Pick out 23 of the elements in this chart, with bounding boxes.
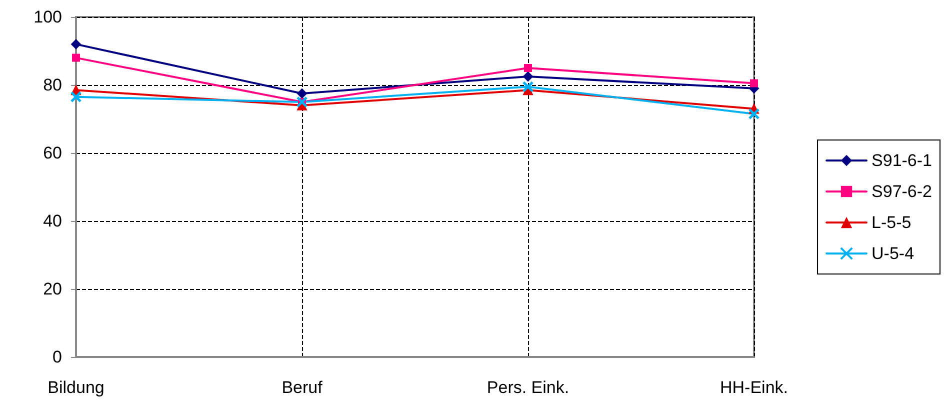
x-tick-label: Bildung — [48, 378, 104, 397]
legend-label: S97-6-2 — [872, 182, 932, 201]
point — [748, 108, 760, 120]
x-tick-label: Beruf — [282, 378, 323, 397]
point — [71, 39, 81, 50]
x-tick-label: HH-Eink. — [720, 378, 788, 397]
point — [72, 54, 80, 62]
y-tick-label: 20 — [43, 280, 62, 298]
legend-label: U-5-4 — [872, 244, 914, 263]
legend-label: L-5-5 — [872, 213, 912, 232]
point — [70, 91, 82, 103]
point — [524, 64, 532, 72]
y-tick-label: 60 — [43, 144, 62, 162]
point — [523, 72, 533, 82]
legend-label: S91-6-1 — [872, 151, 932, 170]
y-tick-label: 40 — [43, 212, 62, 230]
y-tick-label: 0 — [52, 348, 62, 366]
point — [522, 80, 534, 92]
point — [750, 79, 758, 88]
y-tick-label: 80 — [43, 76, 62, 94]
point — [297, 88, 307, 98]
y-tick-label: 100 — [34, 8, 62, 26]
x-tick-label: Pers. Eink. — [486, 378, 570, 397]
